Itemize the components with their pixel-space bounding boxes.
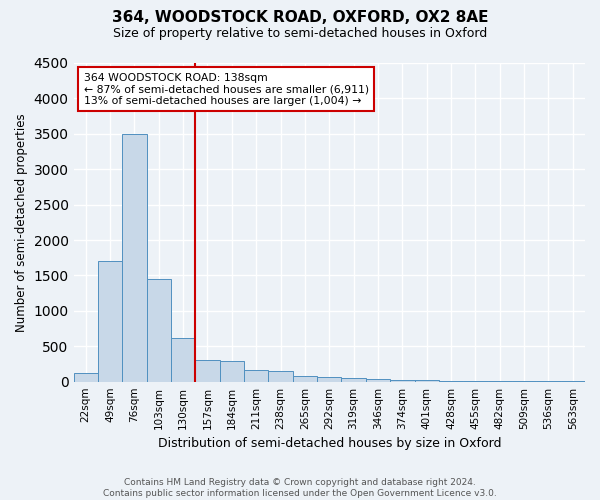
Bar xyxy=(268,370,293,382)
Bar xyxy=(366,379,390,382)
X-axis label: Distribution of semi-detached houses by size in Oxford: Distribution of semi-detached houses by … xyxy=(158,437,501,450)
Bar xyxy=(341,378,366,382)
Bar xyxy=(488,381,512,382)
Bar xyxy=(415,380,439,382)
Bar xyxy=(220,361,244,382)
Bar xyxy=(293,376,317,382)
Bar xyxy=(244,370,268,382)
Bar xyxy=(98,262,122,382)
Text: 364 WOODSTOCK ROAD: 138sqm
← 87% of semi-detached houses are smaller (6,911)
13%: 364 WOODSTOCK ROAD: 138sqm ← 87% of semi… xyxy=(84,72,369,106)
Bar xyxy=(463,381,488,382)
Bar xyxy=(439,380,463,382)
Bar xyxy=(390,380,415,382)
Bar xyxy=(122,134,146,382)
Bar xyxy=(171,338,196,382)
Text: Contains HM Land Registry data © Crown copyright and database right 2024.
Contai: Contains HM Land Registry data © Crown c… xyxy=(103,478,497,498)
Bar xyxy=(317,378,341,382)
Bar xyxy=(196,360,220,382)
Text: Size of property relative to semi-detached houses in Oxford: Size of property relative to semi-detach… xyxy=(113,28,487,40)
Bar xyxy=(146,279,171,382)
Bar xyxy=(74,373,98,382)
Y-axis label: Number of semi-detached properties: Number of semi-detached properties xyxy=(15,113,28,332)
Text: 364, WOODSTOCK ROAD, OXFORD, OX2 8AE: 364, WOODSTOCK ROAD, OXFORD, OX2 8AE xyxy=(112,10,488,25)
